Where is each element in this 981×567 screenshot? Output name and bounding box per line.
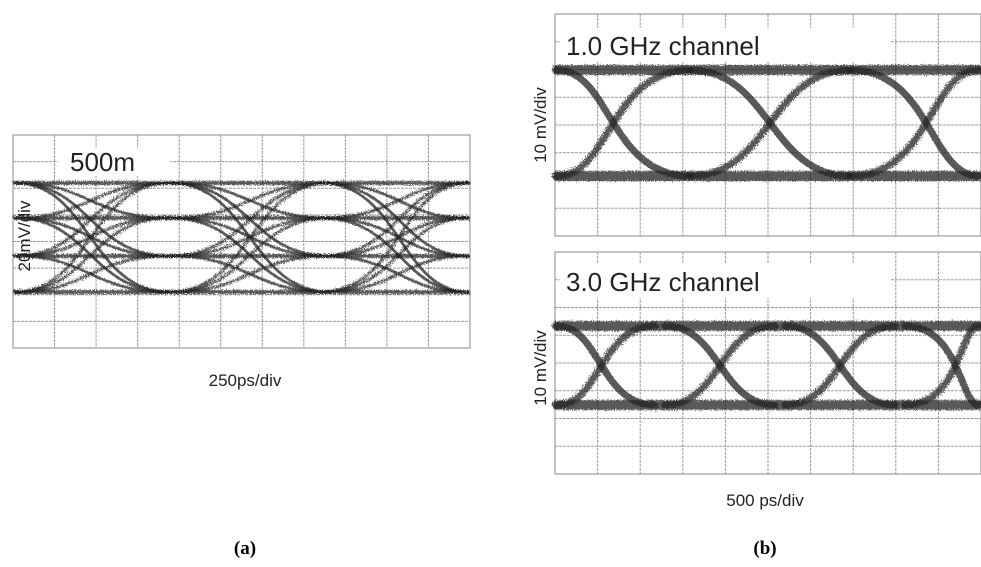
x-label: 500 ps/div xyxy=(726,491,804,510)
eye-trace xyxy=(168,181,332,294)
annotation: 3.0 GHz channel xyxy=(566,267,760,297)
eye-trace xyxy=(553,66,694,180)
eye-trace xyxy=(13,216,172,294)
caption: (b) xyxy=(753,538,776,559)
y-label: 10 mV/div xyxy=(531,330,550,406)
eye-trace xyxy=(846,66,981,180)
eye-pattern xyxy=(552,321,981,410)
label-backing xyxy=(58,148,170,176)
eye-pattern xyxy=(13,181,470,294)
eye-trace xyxy=(13,181,172,258)
eye-trace xyxy=(553,66,694,180)
eye-trace xyxy=(318,181,470,294)
eye-trace xyxy=(661,322,779,409)
eye-trace xyxy=(781,322,899,409)
label-backing xyxy=(560,28,890,62)
eye-trace xyxy=(13,254,172,294)
eye-trace xyxy=(553,322,659,409)
eye-trace xyxy=(318,254,470,294)
eye-pattern xyxy=(552,65,981,181)
y-label: 10 mV/div xyxy=(531,87,550,163)
eye-trace xyxy=(846,66,981,180)
scope-grid xyxy=(554,251,981,475)
eye-trace xyxy=(168,216,332,294)
y-label: 20mV/div xyxy=(15,200,34,271)
eye-trace xyxy=(168,181,332,258)
label-backing xyxy=(560,264,890,298)
eye-trace xyxy=(901,322,981,409)
x-label: 250ps/div xyxy=(209,371,282,390)
eye-trace xyxy=(686,66,854,180)
eye-trace xyxy=(13,181,172,294)
annotation: 500m xyxy=(70,147,135,177)
eye-trace xyxy=(168,254,332,294)
eye-trace xyxy=(318,216,470,294)
caption: (a) xyxy=(234,538,256,559)
annotation: 1.0 GHz channel xyxy=(566,31,760,61)
